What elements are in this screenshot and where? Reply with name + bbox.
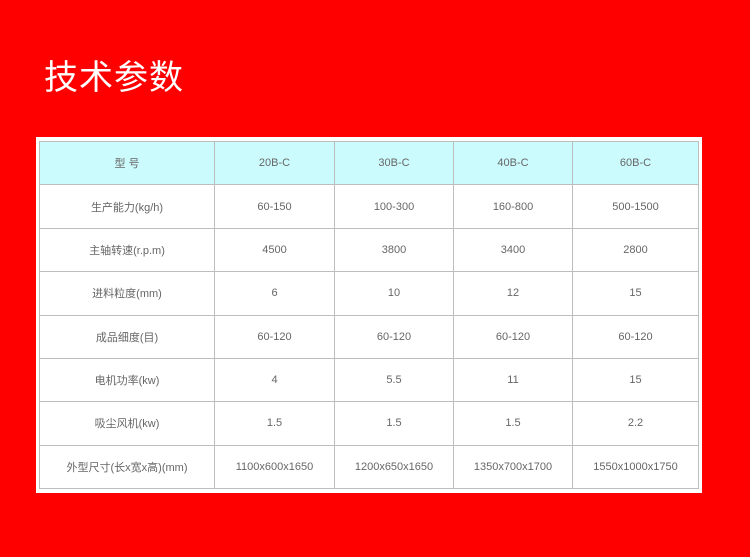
spec-table-panel: 型 号 20B-C 30B-C 40B-C 60B-C 生产能力(kg/h) 60-150 1… xyxy=(36,137,702,493)
table-cell: 60-120 xyxy=(334,314,454,359)
table-row: 进料粒度(mm) 6 10 12 15 xyxy=(39,271,699,316)
row-label-cell: 生产能力(kg/h) xyxy=(39,184,215,229)
table-cell: 1200x650x1650 xyxy=(334,444,454,490)
row-label-cell: 型 号 xyxy=(39,140,215,186)
table-cell: 6 xyxy=(214,271,335,316)
table-cell: 12 xyxy=(453,271,573,316)
table-cell: 11 xyxy=(453,357,573,403)
table-cell: 1.5 xyxy=(334,401,454,446)
spec-table: 型 号 20B-C 30B-C 40B-C 60B-C 生产能力(kg/h) 60-150 1… xyxy=(39,140,699,490)
row-label-cell: 吸尘风机(kw) xyxy=(39,401,215,446)
table-cell: 60-120 xyxy=(214,314,335,359)
table-cell: 100-300 xyxy=(334,184,454,229)
row-label-cell: 电机功率(kw) xyxy=(39,357,215,403)
table-cell: 4500 xyxy=(214,227,335,273)
table-cell: 30B-C xyxy=(334,140,454,186)
row-label-cell: 外型尺寸(长x宽x高)(mm) xyxy=(39,444,215,490)
row-label-cell: 成品细度(目) xyxy=(39,314,215,359)
table-cell: 4 xyxy=(214,357,335,403)
table-cell: 3800 xyxy=(334,227,454,273)
table-cell: 1.5 xyxy=(453,401,573,446)
table-cell: 160-800 xyxy=(453,184,573,229)
table-row: 电机功率(kw) 4 5.5 11 15 xyxy=(39,357,699,403)
table-row: 成品细度(目) 60-120 60-120 60-120 60-120 xyxy=(39,314,699,359)
table-header-row: 型 号 20B-C 30B-C 40B-C 60B-C xyxy=(39,140,699,186)
table-cell: 20B-C xyxy=(214,140,335,186)
table-cell: 500-1500 xyxy=(572,184,699,229)
table-cell: 60-120 xyxy=(572,314,699,359)
table-cell: 1550x1000x1750 xyxy=(572,444,699,490)
table-cell: 1100x600x1650 xyxy=(214,444,335,490)
table-cell: 40B-C xyxy=(453,140,573,186)
slide-title: 技术参数 xyxy=(44,58,184,98)
table-row: 吸尘风机(kw) 1.5 1.5 1.5 2.2 xyxy=(39,401,699,446)
table-cell: 5.5 xyxy=(334,357,454,403)
table-cell: 2800 xyxy=(572,227,699,273)
row-label-cell: 进料粒度(mm) xyxy=(39,271,215,316)
table-cell: 1350x700x1700 xyxy=(453,444,573,490)
row-label-cell: 主轴转速(r.p.m) xyxy=(39,227,215,273)
table-row: 外型尺寸(长x宽x高)(mm) 1100x600x1650 1200x650x165… xyxy=(39,444,699,490)
table-row: 生产能力(kg/h) 60-150 100-300 160-800 500-1500 xyxy=(39,184,699,229)
table-row: 主轴转速(r.p.m) 4500 3800 3400 2800 xyxy=(39,227,699,273)
table-cell: 10 xyxy=(334,271,454,316)
table-cell: 60B-C xyxy=(572,140,699,186)
table-cell: 60-120 xyxy=(453,314,573,359)
table-cell: 1.5 xyxy=(214,401,335,446)
table-cell: 15 xyxy=(572,271,699,316)
table-cell: 60-150 xyxy=(214,184,335,229)
table-cell: 2.2 xyxy=(572,401,699,446)
table-cell: 3400 xyxy=(453,227,573,273)
table-cell: 15 xyxy=(572,357,699,403)
